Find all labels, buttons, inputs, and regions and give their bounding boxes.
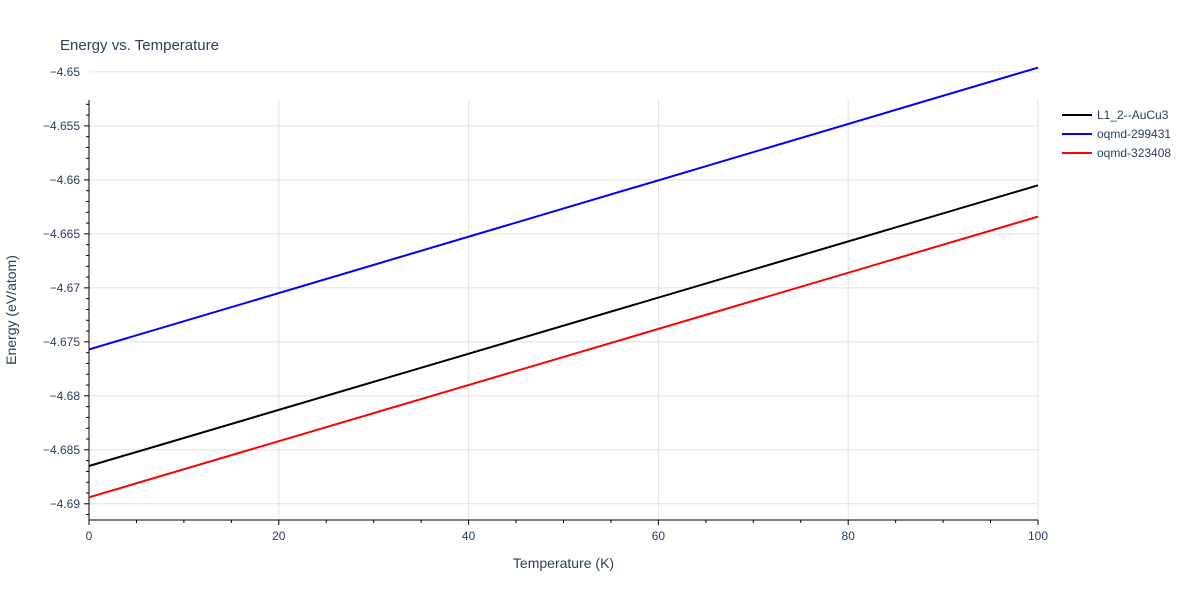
y-tick-label: −4.69 (50, 497, 81, 511)
x-tick-labels: 0 20 40 60 80 100 (86, 529, 1049, 543)
legend-label: oqmd-323408 (1097, 146, 1171, 160)
x-tick-label: 100 (1028, 529, 1048, 543)
y-tick-label: −4.66 (50, 173, 81, 187)
x-gridlines (278, 100, 1039, 520)
x-tick-label: 40 (462, 529, 476, 543)
y-tick-label: −4.675 (43, 335, 80, 349)
legend-label: L1_2--AuCu3 (1097, 108, 1169, 122)
series-line (88, 215, 1039, 499)
y-tick-label: −4.65 (50, 65, 81, 79)
series-line (88, 66, 1039, 351)
x-tick-label: 20 (272, 529, 286, 543)
minor-ticks (84, 103, 1039, 525)
y-tick-labels: −4.69 −4.685 −4.68 −4.675 −4.67 −4.665 −4.66 −4… (43, 65, 80, 511)
legend-item[interactable]: oqmd-299431 (1062, 127, 1171, 141)
plot-lines (88, 66, 1039, 499)
y-tick-label: −4.665 (43, 227, 80, 241)
x-axis-title: Temperature (K) (513, 555, 614, 571)
y-tick-label: −4.68 (50, 389, 81, 403)
y-gridlines (89, 71, 1038, 505)
x-tick-label: 60 (652, 529, 666, 543)
chart-title: Energy vs. Temperature (60, 37, 219, 54)
series-line (88, 184, 1039, 467)
x-tick-label: 80 (842, 529, 856, 543)
legend-item[interactable]: L1_2--AuCu3 (1062, 108, 1169, 122)
y-tick-label: −4.655 (43, 119, 80, 133)
x-tick-label: 0 (86, 529, 93, 543)
legend[interactable]: L1_2--AuCu3 oqmd-299431 oqmd-323408 (1062, 108, 1171, 160)
y-tick-label: −4.67 (50, 281, 81, 295)
legend-label: oqmd-299431 (1097, 127, 1171, 141)
y-tick-label: −4.685 (43, 443, 80, 457)
legend-item[interactable]: oqmd-323408 (1062, 146, 1171, 160)
y-axis-title: Energy (eV/atom) (3, 255, 19, 365)
